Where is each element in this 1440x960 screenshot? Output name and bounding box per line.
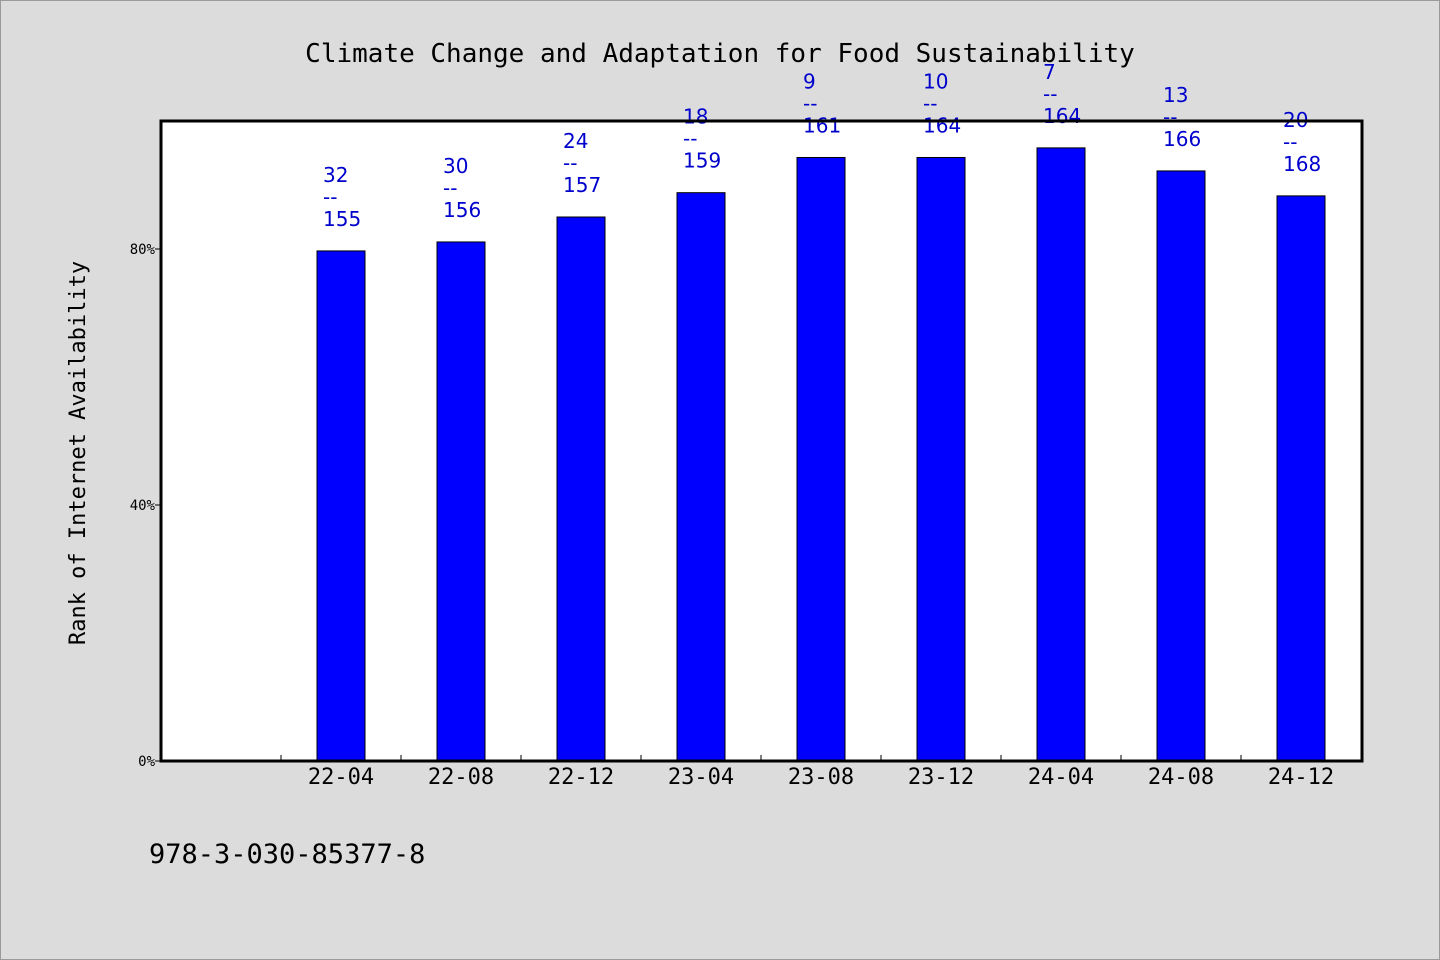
data-label-top: 13 [1163,83,1188,107]
bar [916,156,966,762]
data-label-separator: -- [1283,130,1297,154]
bar [1276,195,1326,762]
x-tick-label: 22-12 [548,765,614,790]
bar [556,216,606,762]
data-label-top: 7 [1043,60,1056,84]
data-label-top: 9 [803,69,816,93]
x-axis: 22-04 22-08 22-12 23-04 23-08 23-12 24-04 24-08… [280,755,1362,790]
data-label-bottom: 157 [563,173,601,197]
x-tick-label: 23-08 [788,765,854,790]
bar [316,250,366,762]
data-label-bottom: 168 [1283,152,1321,176]
x-tick-label: 23-12 [908,765,974,790]
x-tick-label: 24-04 [1028,765,1094,790]
data-label-separator: -- [563,151,577,175]
data-label-separator: -- [803,91,817,115]
data-label-bottom: 166 [1163,127,1201,151]
data-label-top: 24 [563,129,588,153]
bar [676,192,726,762]
data-label-separator: -- [1043,82,1057,106]
y-axis-label: Rank of Internet Availability [66,261,91,645]
data-label-bottom: 164 [1043,104,1081,128]
data-label-top: 30 [443,154,468,178]
data-label-separator: -- [923,91,937,115]
y-tick-label: 40% [130,498,156,514]
data-label-bottom: 164 [923,113,961,137]
x-tick-label: 24-12 [1268,765,1334,790]
chart-title: Climate Change and Adaptation for Food S… [305,39,1135,69]
bar-series [316,147,1326,762]
data-label-separator: -- [443,176,457,200]
y-tick-label: 80% [130,242,156,258]
bar [1036,147,1086,762]
data-label-top: 18 [683,105,708,129]
x-tick-label: 22-04 [308,765,374,790]
x-tick-label: 22-08 [428,765,494,790]
y-axis: 0% 40% 80% [130,242,161,770]
data-label-top: 10 [923,69,948,93]
x-tick-label: 24-08 [1148,765,1214,790]
bar [436,241,486,762]
bar [796,156,846,762]
y-tick-label: 0% [138,754,155,770]
data-label-separator: -- [1163,105,1177,129]
bar [1156,170,1206,762]
data-label-bottom: 155 [323,207,361,231]
data-label-top: 32 [323,163,348,187]
data-label-bottom: 159 [683,149,721,173]
data-label-bottom: 161 [803,113,841,137]
data-labels: 32--15530--15624--15718--1599--16110--16… [323,60,1321,231]
footer-isbn: 978-3-030-85377-8 [149,839,425,870]
x-tick-label: 23-04 [668,765,734,790]
data-label-separator: -- [683,127,697,151]
data-label-separator: -- [323,185,337,209]
data-label-bottom: 156 [443,198,481,222]
